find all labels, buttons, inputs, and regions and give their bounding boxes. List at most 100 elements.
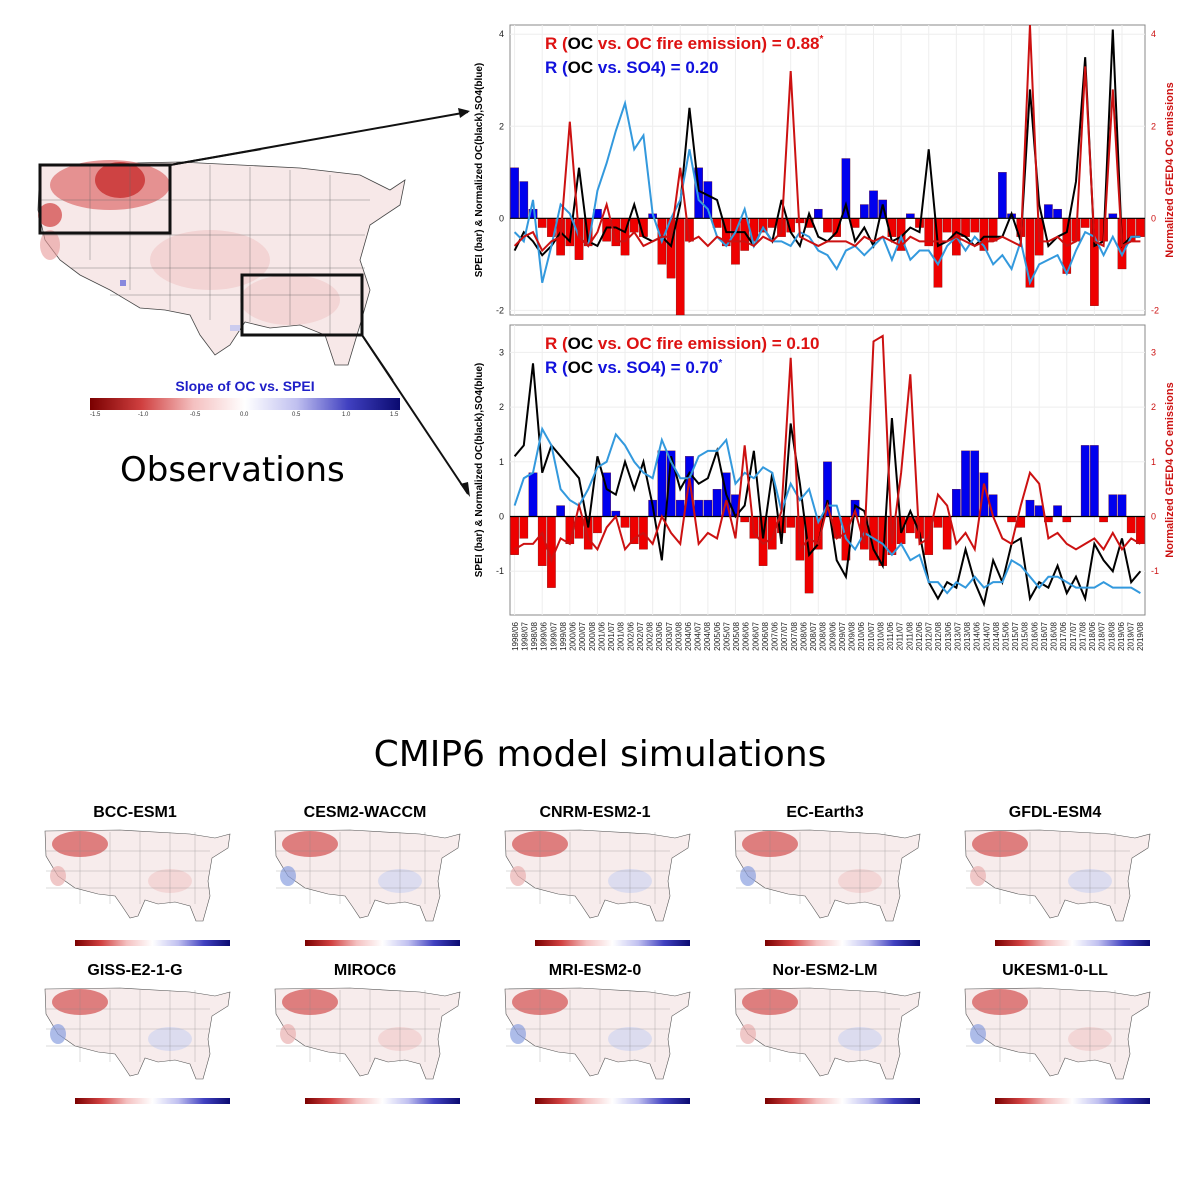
y-tick-label-left: -1 [496, 566, 504, 576]
model-colorbar [75, 1098, 230, 1104]
x-tick-label: 2008/06 [799, 621, 808, 650]
regional-anomaly [280, 866, 296, 886]
spei-bar [519, 181, 529, 219]
x-tick-label: 2018/06 [1088, 621, 1097, 650]
model-colorbar [75, 940, 230, 946]
x-tick-label: 2017/08 [1078, 621, 1087, 650]
x-tick-label: 2008/08 [819, 621, 828, 650]
spei-bar [786, 516, 795, 528]
spei-bar [1099, 516, 1108, 523]
spei-bar [740, 516, 749, 523]
spei-bar [942, 218, 952, 233]
model-map [274, 829, 461, 922]
model-map-grid: BCC-ESM1 CESM2-WACCM CNRM-ESM2-1 EC-Earth3 G… [0, 800, 1200, 1130]
y-tick-label-right: -1 [1151, 566, 1159, 576]
x-tick-label: 2001/07 [607, 621, 616, 650]
spei-bar [961, 450, 970, 517]
regional-anomaly [510, 1024, 526, 1044]
x-tick-label: 1999/07 [549, 621, 558, 650]
spei-bar [1136, 516, 1145, 545]
model-colorbar [535, 940, 690, 946]
model-panel: GISS-E2-1-G [40, 958, 240, 1108]
model-title: Nor-ESM2-LM [772, 962, 878, 979]
model-panel: CNRM-ESM2-1 [500, 800, 700, 950]
x-tick-label: 2009/07 [838, 621, 847, 650]
y-tick-label-left: 3 [499, 347, 504, 357]
x-tick-label: 1998/07 [520, 621, 529, 650]
x-tick-label: 2016/07 [1040, 621, 1049, 650]
x-tick-label: 2011/08 [905, 621, 914, 650]
spei-bar [685, 456, 694, 517]
cmip-title: CMIP6 model simulations [373, 734, 827, 775]
spei-bar [1025, 499, 1035, 517]
series-line-2 [513, 24, 1141, 253]
spei-bar [933, 516, 943, 528]
spei-bar [703, 181, 713, 219]
spei-bar [823, 218, 832, 233]
x-tick-label: 2000/08 [588, 621, 597, 650]
y-axis-label-left: SPEI (bar) & Normalized OC(black),SO4(bl… [474, 363, 485, 577]
model-map [504, 987, 691, 1080]
spei-bar [620, 516, 630, 528]
model-title: MIROC6 [333, 962, 397, 979]
y-axis-label-left: SPEI (bar) & Normalized OC(black),SO4(bl… [474, 63, 485, 277]
series-line-1 [513, 99, 1141, 286]
model-panel: MRI-ESM2-0 [500, 958, 700, 1108]
spei-bar [528, 472, 538, 517]
x-tick-label: 2003/06 [655, 621, 664, 650]
obs-colorbar-title: Slope of OC vs. SPEI [175, 378, 315, 394]
model-map [504, 829, 691, 922]
x-tick-label: 2008/07 [809, 621, 818, 650]
x-tick-label: 1999/06 [540, 621, 549, 650]
y-tick-label-right: 0 [1151, 512, 1156, 522]
correlation-title: R (OC vs. SO4) = 0.70* [545, 358, 722, 377]
model-title: GFDL-ESM4 [1008, 804, 1102, 821]
y-tick-label-left: 2 [499, 402, 504, 412]
x-tick-label: 2010/08 [876, 621, 885, 650]
x-tick-label: 2017/07 [1069, 621, 1078, 650]
spei-bar [998, 172, 1007, 219]
obs-map-svg [37, 109, 486, 496]
y-axis-label-right: Normalized GFED4 OC emissions [1164, 82, 1176, 257]
y-tick-label-left: 2 [499, 121, 504, 131]
y-tick-label-right: 3 [1151, 347, 1156, 357]
x-tick-label: 2000/07 [578, 621, 587, 650]
x-tick-label: 2007/08 [790, 621, 799, 650]
x-tick-label: 2011/07 [896, 621, 905, 650]
time-series-charts: -2 -2 0 0 2 2 4 4 R (OC vs. OC fire emission) = … [474, 24, 1176, 651]
x-tick-label: 2012/06 [915, 621, 924, 650]
y-axis-label-right: Normalized GFED4 OC emissions [1164, 382, 1176, 557]
model-colorbar [995, 940, 1150, 946]
spei-bar [703, 499, 713, 517]
x-tick-label: 2004/07 [694, 621, 703, 650]
regional-anomaly [50, 1024, 66, 1044]
model-panel: GFDL-ESM4 [960, 800, 1160, 950]
spei-bar [629, 218, 639, 233]
y-tick-label-right: -2 [1151, 305, 1159, 315]
spei-bar [657, 450, 667, 517]
cb-tick: -0.5 [190, 412, 201, 418]
spei-bar [814, 208, 823, 219]
spei-bar [1034, 505, 1044, 517]
spei-bar [1080, 218, 1090, 228]
model-title: GISS-E2-1-G [87, 962, 183, 979]
spei-bar [1090, 445, 1099, 517]
spei-bar [694, 499, 703, 517]
spei-bar [970, 218, 980, 233]
model-map [734, 987, 921, 1080]
x-tick-label: 2017/06 [1059, 621, 1068, 650]
y-tick-label-left: 4 [499, 29, 504, 39]
spei-bar [593, 516, 602, 534]
x-tick-label: 2006/08 [761, 621, 770, 650]
model-colorbar [305, 1098, 460, 1104]
cb-tick: 0.5 [292, 412, 301, 418]
spei-bar [537, 218, 547, 228]
spei-bar [712, 489, 722, 517]
model-map [964, 829, 1151, 922]
correlation-title: R (OC vs. OC fire emission) = 0.10 [545, 334, 820, 353]
x-tick-label: 2014/06 [973, 621, 982, 650]
x-tick-label: 2009/06 [828, 621, 837, 650]
x-tick-label: 2019/06 [1117, 621, 1126, 650]
observations-label: Observations [120, 450, 345, 490]
